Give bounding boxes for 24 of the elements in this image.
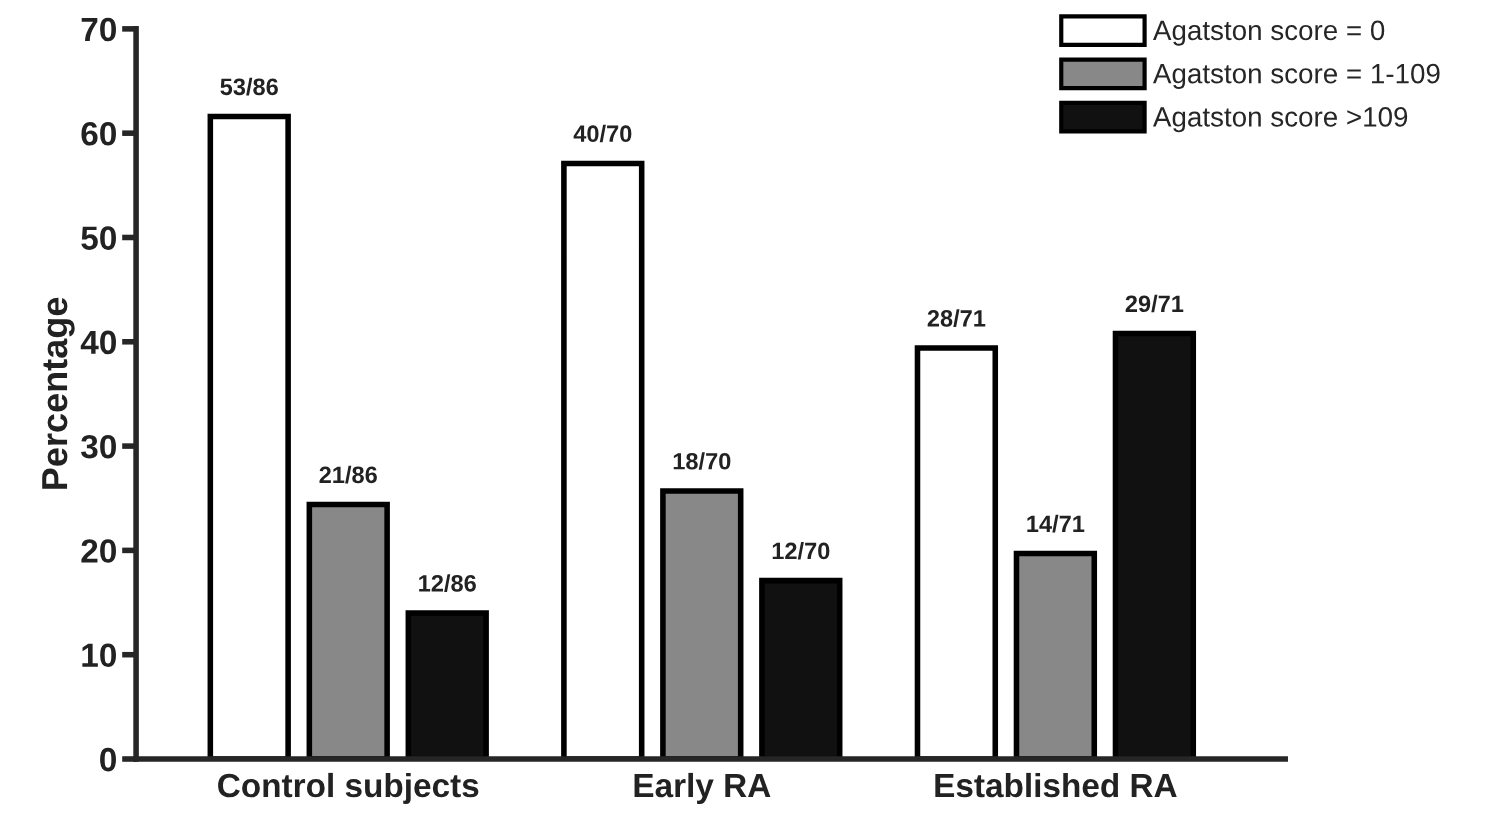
y-axis-title: Percentage (42, 297, 75, 489)
y-tick-label: 0 (100, 747, 116, 772)
data-label: 12/86 (419, 574, 476, 592)
legend-label: Agatston score >109 (1152, 107, 1408, 133)
data-label: 29/71 (1125, 294, 1184, 313)
x-tick-label: Control subjects (218, 772, 479, 804)
data-label: 12/70 (772, 541, 830, 560)
data-label: 40/70 (573, 124, 632, 143)
data-label: 21/86 (319, 465, 377, 484)
y-tick-label: 10 (82, 643, 116, 668)
data-label: 53/86 (220, 77, 278, 96)
y-tick-label: 60 (81, 121, 116, 146)
legend-label: Agatston score = 1-109 (1152, 63, 1440, 89)
y-tick-label: 20 (81, 539, 116, 563)
legend-label: Agatston score = 0 (1152, 20, 1385, 46)
data-label: 28/71 (927, 309, 986, 327)
x-tick-label: Established RA (935, 772, 1177, 798)
y-tick-label: 30 (81, 434, 116, 459)
data-label: 14/71 (1027, 514, 1085, 533)
y-tick-label: 40 (80, 330, 116, 355)
y-tick-label: 70 (81, 17, 116, 42)
x-tick-label: Early RA (634, 772, 771, 804)
data-label: 18/70 (673, 452, 731, 470)
y-tick-label: 50 (81, 226, 116, 250)
